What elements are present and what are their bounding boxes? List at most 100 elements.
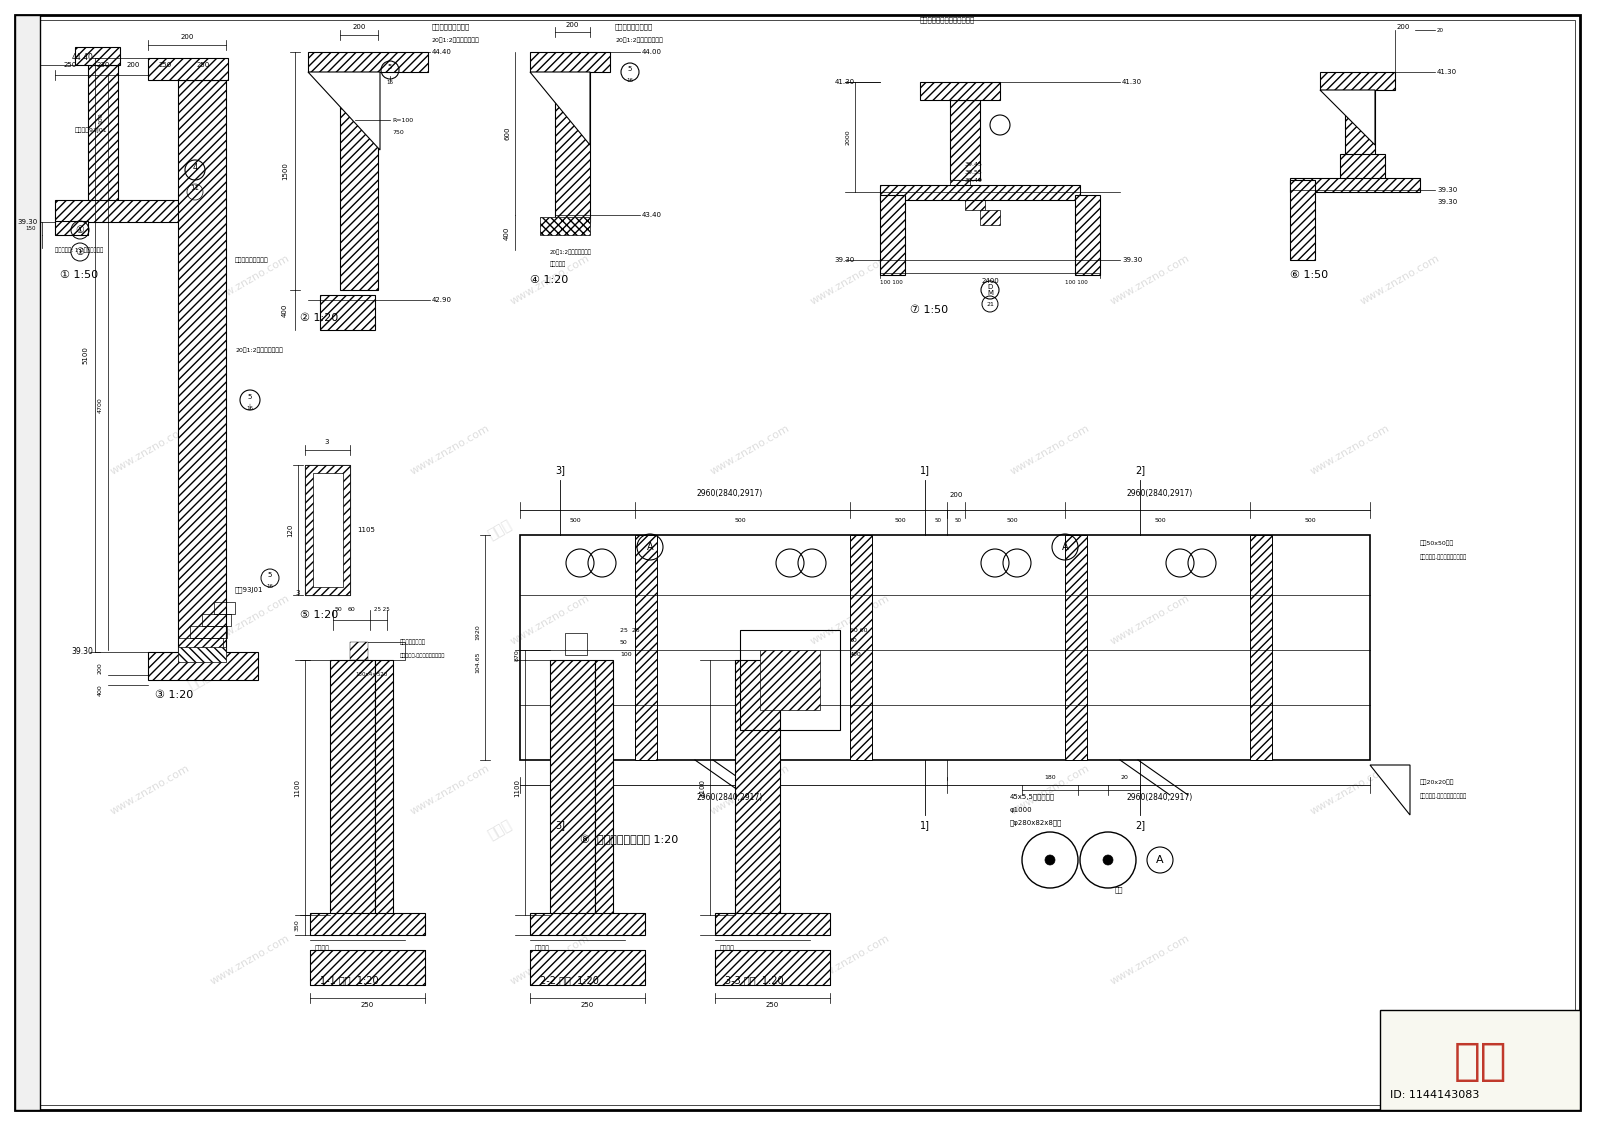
Bar: [314, 473, 342, 586]
Text: www.znzno.com: www.znzno.com: [1109, 253, 1192, 307]
Bar: [1346, 80, 1374, 155]
Text: 500: 500: [1154, 518, 1166, 522]
Polygon shape: [530, 72, 590, 145]
Text: 870: 870: [515, 649, 520, 661]
Text: www.znzno.com: www.znzno.com: [109, 424, 192, 477]
Text: 1100: 1100: [294, 779, 301, 797]
Text: 5: 5: [267, 572, 272, 579]
Bar: [310, 950, 426, 985]
Text: 黑φ280x82x8扁条: 黑φ280x82x8扁条: [1010, 819, 1062, 826]
Text: 11: 11: [190, 185, 200, 191]
Bar: [1379, 1010, 1581, 1110]
Text: 39.30: 39.30: [70, 647, 93, 657]
Text: ② 1:20: ② 1:20: [301, 313, 338, 323]
Text: 3]: 3]: [555, 466, 565, 475]
Text: 43.40: 43.40: [642, 212, 662, 218]
Text: 1105: 1105: [357, 527, 374, 533]
Text: 1]: 1]: [920, 466, 930, 475]
Bar: [965, 195, 986, 210]
Text: 角钢50x50方钢: 角钢50x50方钢: [1421, 540, 1454, 546]
Text: 250: 250: [158, 62, 171, 68]
Text: R=100: R=100: [392, 118, 413, 122]
Bar: [715, 913, 830, 935]
Text: 250: 250: [581, 1002, 594, 1008]
Text: www.znzno.com: www.znzno.com: [1109, 933, 1192, 986]
Text: 外墙密置排土层图纸: 外墙密置排土层图纸: [235, 258, 269, 263]
Text: 知末网: 知末网: [486, 818, 514, 842]
Bar: [541, 217, 590, 235]
Bar: [635, 534, 658, 760]
Text: 16: 16: [267, 583, 274, 589]
Text: 600: 600: [504, 127, 510, 140]
Text: 350: 350: [294, 919, 301, 931]
Bar: [550, 660, 595, 915]
Bar: [920, 82, 1000, 99]
Text: 400: 400: [98, 684, 102, 696]
Text: www.znzno.com: www.znzno.com: [109, 763, 192, 817]
Bar: [307, 52, 429, 72]
Text: D: D: [987, 284, 992, 290]
Bar: [979, 210, 1000, 225]
Text: 外墙密置排土层图纸: 外墙密置排土层图纸: [614, 24, 653, 31]
Text: 39.49: 39.49: [965, 179, 982, 183]
Text: ID: 1144143083: ID: 1144143083: [1390, 1090, 1480, 1099]
Bar: [320, 295, 374, 330]
Text: 150: 150: [26, 226, 35, 231]
Bar: [147, 58, 229, 80]
Text: 20厚1:2台水泥砂浆抹灰: 20厚1:2台水泥砂浆抹灰: [235, 347, 283, 353]
Text: www.znzno.com: www.znzno.com: [1109, 593, 1192, 646]
Text: 100 100: 100 100: [1066, 279, 1088, 285]
Bar: [950, 180, 970, 195]
Bar: [850, 534, 872, 760]
Text: 200: 200: [181, 34, 194, 40]
Text: M: M: [987, 290, 994, 296]
Text: 1100: 1100: [514, 779, 520, 797]
Text: 5: 5: [627, 66, 632, 72]
Bar: [178, 80, 226, 660]
Text: 42.90: 42.90: [432, 297, 453, 303]
Text: φ1000: φ1000: [1010, 807, 1032, 812]
Bar: [530, 913, 645, 935]
Text: 水砂浆模数: 1:2水泥砂浆抹灰: 水砂浆模数: 1:2水泥砂浆抹灰: [54, 247, 104, 253]
Bar: [214, 602, 235, 614]
Text: 50: 50: [621, 640, 627, 644]
Text: 250: 250: [64, 62, 77, 68]
Text: 250: 250: [197, 62, 210, 68]
Bar: [530, 950, 645, 985]
Polygon shape: [1320, 90, 1374, 145]
Text: 100: 100: [98, 112, 102, 124]
Bar: [595, 660, 613, 915]
Bar: [734, 660, 781, 915]
Text: 39.30: 39.30: [835, 257, 854, 263]
Bar: [339, 66, 378, 290]
Text: 知末网: 知末网: [786, 668, 814, 693]
Text: www.znzno.com: www.znzno.com: [808, 253, 891, 307]
Text: www.znzno.com: www.znzno.com: [1358, 253, 1442, 307]
Bar: [1290, 180, 1315, 260]
Text: 16: 16: [387, 80, 394, 86]
Bar: [330, 660, 374, 915]
Text: www.znzno.com: www.znzno.com: [208, 593, 291, 646]
Circle shape: [1102, 855, 1114, 864]
Text: 200: 200: [98, 662, 102, 673]
Bar: [310, 950, 426, 985]
Text: 21: 21: [986, 302, 994, 306]
Bar: [350, 642, 368, 660]
Bar: [54, 200, 221, 221]
Bar: [1075, 195, 1101, 275]
Bar: [178, 647, 226, 662]
Text: www.znzno.com: www.znzno.com: [1309, 424, 1392, 477]
Text: 图纸基本出版建筑设计总说明: 图纸基本出版建筑设计总说明: [920, 17, 976, 24]
Text: ⑧  龙骨柱杆立面外视 1:20: ⑧ 龙骨柱杆立面外视 1:20: [579, 835, 678, 845]
Text: 500: 500: [894, 518, 906, 522]
Bar: [739, 631, 840, 730]
Text: 39.55: 39.55: [965, 171, 982, 175]
Text: www.znzno.com: www.znzno.com: [509, 933, 592, 986]
Text: www.znzno.com: www.znzno.com: [208, 253, 291, 307]
Text: 500: 500: [1006, 518, 1018, 522]
Text: 200: 200: [949, 492, 963, 498]
Text: 折脚93J01: 折脚93J01: [235, 586, 264, 593]
Text: 2]: 2]: [1134, 820, 1146, 831]
Text: 4700: 4700: [98, 397, 102, 412]
Text: 120: 120: [286, 523, 293, 537]
